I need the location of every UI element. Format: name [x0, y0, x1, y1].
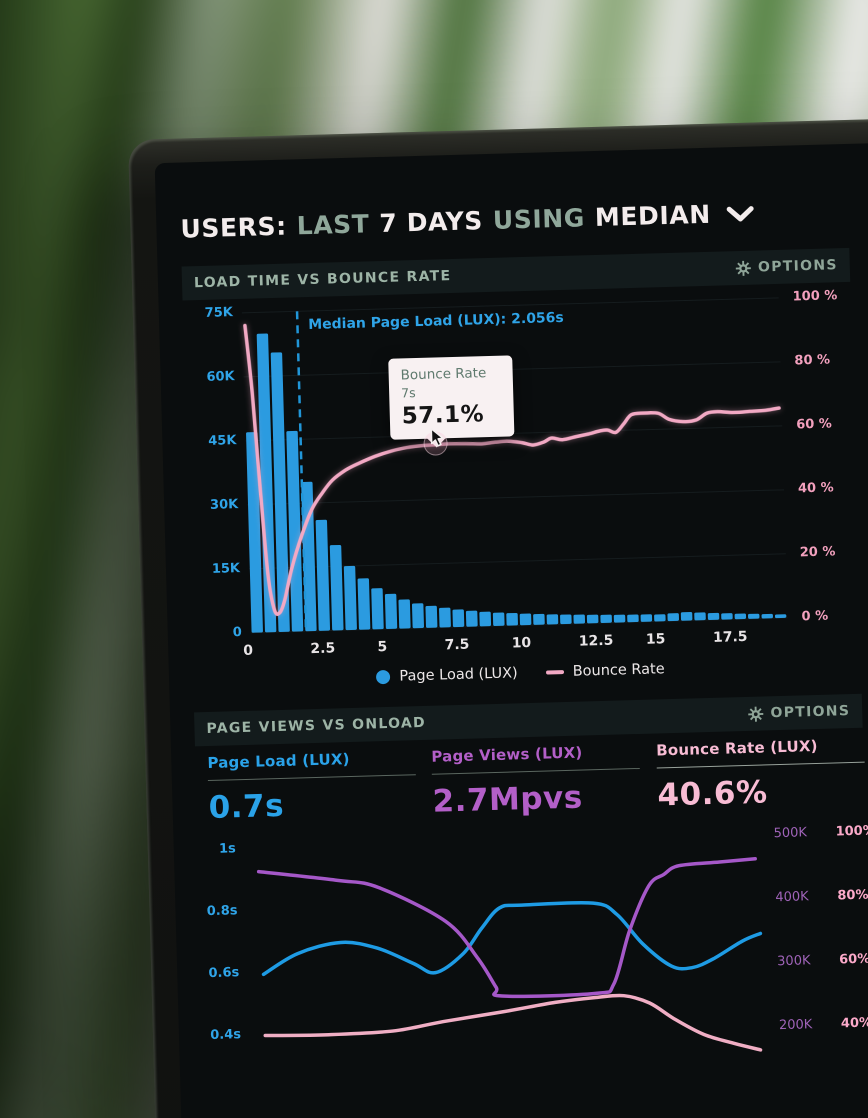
legend-label: Page Load (LUX) [399, 665, 518, 685]
axis-tick-label: 2.5 [310, 640, 336, 658]
chart1-y-axis-right [155, 139, 868, 164]
axis-tick-label: 5 [377, 638, 388, 656]
title-segment: USERS: [180, 211, 288, 244]
axis-tick-label: 60K [206, 369, 235, 385]
dashboard-screen: USERS: LAST 7 DAYS USING MEDIAN LOAD TIM… [154, 138, 868, 1118]
axis-tick-label: 7.5 [444, 636, 470, 654]
stat-value: 2.7Mpvs [432, 779, 584, 820]
title-segment: LAST [296, 209, 370, 241]
chart1-y-axis-left [155, 139, 868, 164]
stat-underline [431, 767, 640, 775]
axis-tick-label: 400K [775, 889, 809, 906]
gear-icon [748, 706, 764, 722]
mouse-cursor [428, 427, 447, 447]
axis-tick-label: 40 % [797, 480, 834, 497]
panel2-header: PAGE VIEWS VS ONLOAD OPTIONS [194, 693, 863, 747]
panel1-header: LOAD TIME VS BOUNCE RATE OPTIONS [181, 247, 851, 301]
stat-underline [207, 774, 416, 782]
stat-bounce-rate: Bounce Rate (LUX) 40.6% [656, 736, 866, 814]
legend-item-page-load[interactable]: Page Load (LUX) [376, 665, 518, 685]
axis-tick-label: 10 [511, 634, 532, 652]
axis-tick-label: 60% [838, 951, 868, 968]
axis-tick-label: 60 % [796, 416, 833, 433]
axis-tick-label: 75K [204, 305, 234, 321]
tooltip-x-value: 7s [400, 385, 416, 401]
panel1-options-button[interactable]: OPTIONS [736, 257, 838, 276]
stat-label: Page Views (LUX) [431, 743, 583, 766]
chart2-y-axis-views [155, 139, 868, 164]
axis-tick-label: 30K [209, 497, 239, 513]
axis-tick-label: 100% [835, 823, 868, 840]
axis-tick-label: 15 [645, 631, 666, 648]
tooltip-value: 57.1% [401, 401, 485, 430]
laptop: USERS: LAST 7 DAYS USING MEDIAN LOAD TIM… [128, 114, 868, 1118]
chart1-legend: Page Load (LUX) Bounce Rate [252, 658, 789, 689]
axis-tick-label: 100 % [792, 288, 838, 305]
legend-dash-icon [545, 670, 564, 675]
legend-dot-icon [376, 669, 391, 685]
axis-tick-label: 17.5 [712, 628, 748, 646]
axis-tick-label: 45K [208, 433, 237, 449]
stat-label: Bounce Rate (LUX) [656, 736, 818, 760]
axis-tick-label: 0 [232, 625, 243, 641]
panel2-title: PAGE VIEWS VS ONLOAD [206, 714, 427, 738]
chart1-x-axis [155, 139, 868, 164]
stat-label: Page Load (LUX) [207, 750, 350, 773]
stat-value: 0.7s [208, 787, 285, 827]
axis-tick-label: 80 % [794, 352, 831, 369]
chart2-y-axis-percent [155, 139, 868, 164]
stat-page-views: Page Views (LUX) 2.7Mpvs [431, 742, 641, 820]
axis-tick-label: 300K [776, 953, 811, 970]
axis-tick-label: 500K [773, 825, 808, 842]
axis-tick-label: 40% [840, 1015, 868, 1032]
panel2-options-label: OPTIONS [770, 703, 851, 722]
axis-tick-label: 200K [778, 1017, 813, 1034]
title-segment: MEDIAN [594, 199, 712, 232]
axis-tick-label: 0.4s [210, 1027, 242, 1043]
panel2-options-button[interactable]: OPTIONS [748, 703, 850, 722]
axis-tick-label: 20 % [799, 544, 836, 561]
stat-page-load: Page Load (LUX) 0.7s [207, 748, 417, 826]
legend-label: Bounce Rate [572, 661, 665, 680]
axis-tick-label: 80% [837, 887, 868, 904]
stat-value: 40.6% [657, 774, 769, 814]
tooltip-title: Bounce Rate [400, 365, 487, 384]
chart1-plot [241, 297, 788, 634]
gear-icon [736, 260, 752, 276]
axis-tick-label: 12.5 [578, 632, 614, 650]
axis-tick-label: 0 [243, 642, 254, 659]
axis-tick-label: 15K [211, 561, 241, 577]
axis-tick-label: 0.6s [208, 965, 240, 982]
axis-tick-label: 0.8s [206, 903, 238, 920]
axis-tick-label: 0 % [801, 608, 829, 625]
axis-tick-label: 1s [218, 841, 237, 857]
stat-underline [656, 761, 865, 769]
title-segment: 7 DAYS [379, 206, 484, 239]
legend-item-bounce-rate[interactable]: Bounce Rate [545, 661, 665, 680]
panel1-options-label: OPTIONS [757, 257, 838, 276]
bounce-rate-tooltip: Bounce Rate 7s 57.1% [388, 355, 515, 440]
chevron-down-icon[interactable] [727, 205, 755, 222]
panel1-title: LOAD TIME VS BOUNCE RATE [193, 268, 452, 292]
title-segment: USING [492, 203, 586, 235]
chart2-plot [250, 835, 766, 1069]
chart2-y-axis-seconds [155, 139, 868, 164]
dashboard-title-dropdown[interactable]: USERS: LAST 7 DAYS USING MEDIAN [180, 199, 755, 244]
